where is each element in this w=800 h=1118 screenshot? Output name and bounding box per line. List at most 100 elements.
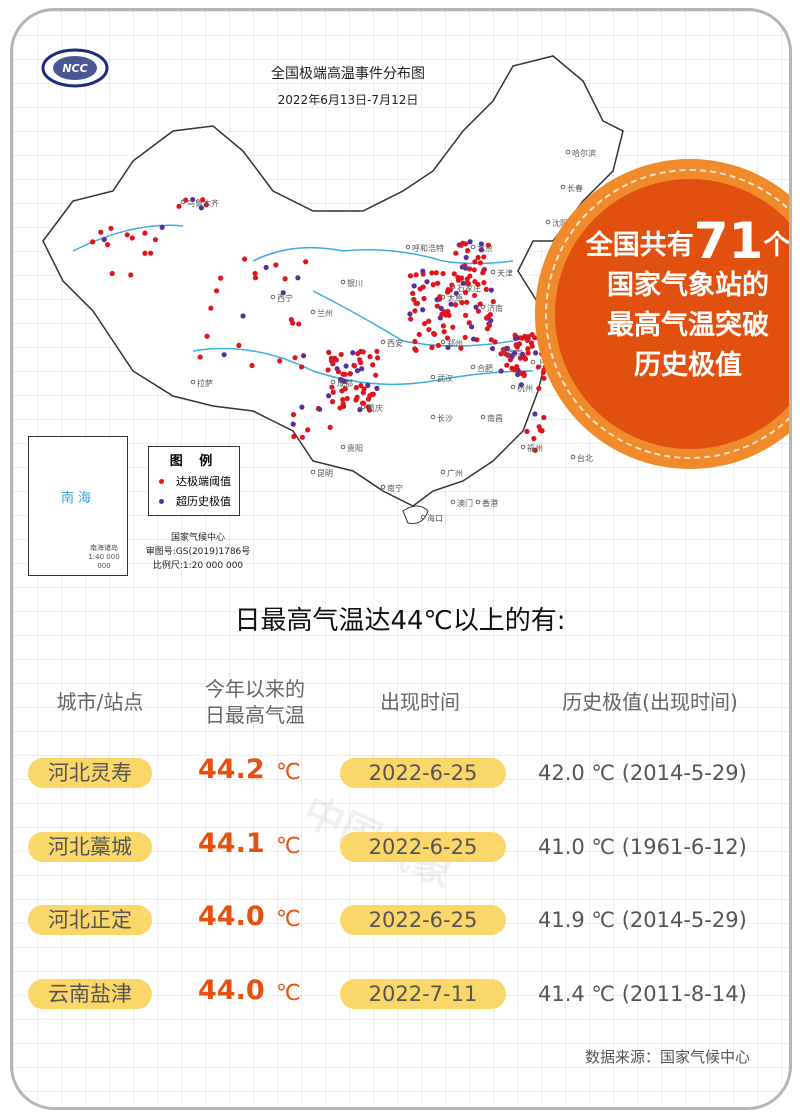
header-record: 历史极值(出现时间) [562, 690, 738, 714]
extreme-station-dot [471, 292, 478, 299]
city-marker-icon [420, 514, 426, 520]
extreme-station-dot [492, 339, 498, 345]
date-pill: 2022-6-25 [340, 832, 506, 862]
extreme-station-dot [342, 371, 348, 377]
record-station-dot [438, 305, 444, 311]
record-station-dot [411, 283, 417, 289]
record-station-dot [290, 421, 296, 427]
station-pill: 河北灵寿 [28, 758, 152, 788]
record-station-dot [504, 345, 511, 352]
extreme-station-dot [430, 282, 436, 288]
extreme-station-dot [485, 242, 492, 248]
extreme-station-dot [142, 230, 148, 236]
city-marker-icon [380, 484, 386, 490]
extreme-station-dot [433, 270, 439, 276]
record-station-dot [317, 406, 323, 412]
city-marker-icon [470, 364, 476, 370]
extreme-station-dot [471, 267, 477, 273]
city-label: 银川 [347, 278, 363, 288]
extreme-station-dot [358, 360, 364, 366]
city-marker-icon [450, 499, 456, 505]
record-station-dot [469, 324, 475, 330]
city-label: 乌鲁木齐 [187, 198, 219, 208]
extreme-station-dot [329, 384, 335, 390]
extreme-station-dot [327, 424, 333, 430]
historical-record: 41.0 ℃ (1961-6-12) [538, 835, 747, 859]
record-station-dot [374, 385, 380, 391]
extreme-station-dot [241, 256, 248, 262]
infographic-card: 乌鲁木齐 哈尔滨 长春 沈阳 呼和浩特 北京 天津 石家庄 太原 济南 西宁 兰州 银川 西安 郑州 南京 合肥… [10, 8, 792, 1110]
city-label: 兰州 [317, 308, 333, 318]
city-marker-icon [190, 379, 196, 385]
city-marker-icon [440, 294, 446, 300]
extreme-station-dot [507, 357, 514, 363]
city-label: 香港 [482, 498, 498, 508]
city-marker-icon [405, 244, 411, 250]
extreme-station-dot [458, 275, 465, 281]
city-marker-icon [360, 404, 366, 410]
table-row: 河北藁城 44.1 ℃ 2022-6-25 41.0 ℃ (1961-6-12) [0, 828, 800, 866]
extreme-station-dot [444, 335, 451, 341]
extreme-station-dot [475, 308, 482, 314]
extreme-station-dot [291, 433, 297, 440]
extreme-station-dot [524, 337, 530, 343]
record-station-dot [198, 205, 204, 211]
extreme-station-dot [249, 362, 255, 369]
extreme-station-dot [410, 290, 416, 296]
city-marker-icon [340, 279, 346, 285]
extreme-station-dot [481, 254, 487, 260]
extreme-station-dot [152, 237, 159, 243]
extreme-station-dot [446, 312, 452, 318]
city-marker-icon [570, 454, 576, 460]
city-label: 哈尔滨 [572, 148, 596, 158]
extreme-station-dot [434, 303, 440, 309]
legend-item-record: 超历史极值 [149, 493, 239, 509]
extreme-station-dot [288, 317, 294, 323]
record-station-dot [509, 353, 515, 359]
extreme-station-dot [458, 242, 464, 248]
sea-label: 南海 [61, 491, 96, 506]
extreme-station-dot [340, 403, 347, 409]
extreme-station-dot [325, 367, 331, 373]
extreme-station-dot [498, 351, 504, 357]
city-label: 长春 [567, 183, 583, 193]
record-station-dot [498, 368, 504, 374]
extreme-station-dot [435, 280, 441, 286]
city-marker-icon [440, 339, 446, 345]
record-station-dot [221, 352, 227, 358]
extreme-station-dot [369, 391, 375, 398]
extreme-station-dot [435, 342, 442, 349]
extreme-station-dot [305, 427, 311, 433]
city-label: 昆明 [317, 469, 333, 478]
extreme-station-dot [374, 355, 381, 361]
extreme-station-dot [89, 239, 96, 245]
extreme-station-dot [329, 399, 336, 405]
extreme-station-dot [516, 341, 523, 347]
city-marker-icon [380, 339, 386, 345]
extreme-station-dot [326, 349, 332, 355]
city-label: 重庆 [367, 403, 383, 413]
extreme-station-dot [483, 286, 489, 292]
record-station-dot [488, 287, 494, 293]
extreme-station-dot [477, 260, 483, 266]
record-station-dot [478, 247, 484, 253]
record-station-dot [532, 411, 538, 417]
extreme-station-dot [303, 259, 309, 265]
extreme-station-dot [340, 396, 346, 403]
extreme-station-dot [217, 275, 224, 281]
extreme-station-dot [440, 323, 447, 329]
rivers [72, 224, 534, 386]
extreme-station-dot [414, 300, 421, 306]
record-station-dot [478, 241, 484, 247]
city-marker-icon [430, 374, 436, 380]
temp-unit: ℃ [276, 981, 301, 1006]
record-station-dot [470, 336, 477, 342]
extreme-station-dot [407, 273, 414, 279]
extreme-station-dot [463, 312, 469, 318]
city-label: 杭州 [517, 383, 533, 393]
extreme-station-dot [441, 309, 447, 315]
city-marker-icon [470, 244, 476, 250]
extreme-station-dot [525, 350, 531, 356]
extreme-station-dot [148, 250, 154, 256]
station-pill: 云南盐津 [28, 979, 152, 1009]
